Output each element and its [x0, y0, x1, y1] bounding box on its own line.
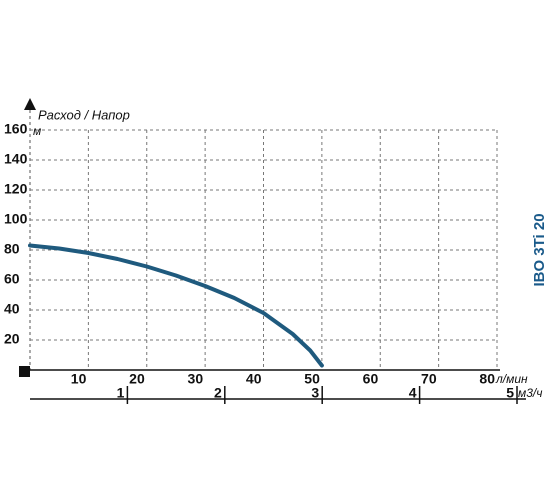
- y-tick-label: 20: [4, 331, 20, 347]
- annotation: IBO 3Ti 20: [531, 213, 548, 286]
- y-tick-label: 120: [4, 181, 28, 197]
- y-tick-label: 40: [4, 301, 20, 317]
- y-unit: м: [33, 124, 41, 138]
- curve: [28, 243, 324, 368]
- y-tick-label: 80: [4, 241, 20, 257]
- x-tick-label: 70: [421, 371, 437, 387]
- x-tick-label: 50: [304, 371, 320, 387]
- y-tick-label: 140: [4, 151, 28, 167]
- y-tick-label: 60: [4, 271, 20, 287]
- x2-tick-label: 1: [117, 385, 125, 401]
- y-tick-label: 100: [4, 211, 28, 227]
- x-unit: л/мин: [495, 372, 528, 386]
- x-tick-label: 40: [246, 371, 262, 387]
- x2-unit: м3/ч: [518, 386, 542, 400]
- y-axis-arrow: [24, 98, 36, 110]
- x2-tick-label: 2: [214, 385, 222, 401]
- x2-tick-label: 4: [409, 385, 417, 401]
- chart-title: Расход / Напор: [38, 107, 130, 122]
- y-tick-label: 160: [4, 121, 28, 137]
- x-tick-label: 30: [188, 371, 204, 387]
- x2-tick-label: 3: [311, 385, 319, 401]
- x-tick-label: 60: [363, 371, 379, 387]
- x-tick-label: 10: [71, 371, 87, 387]
- x-tick-label: 20: [129, 371, 145, 387]
- origin-marker: [19, 366, 30, 377]
- x2-tick-label: 5: [506, 385, 514, 401]
- x-tick-label: 80: [479, 371, 495, 387]
